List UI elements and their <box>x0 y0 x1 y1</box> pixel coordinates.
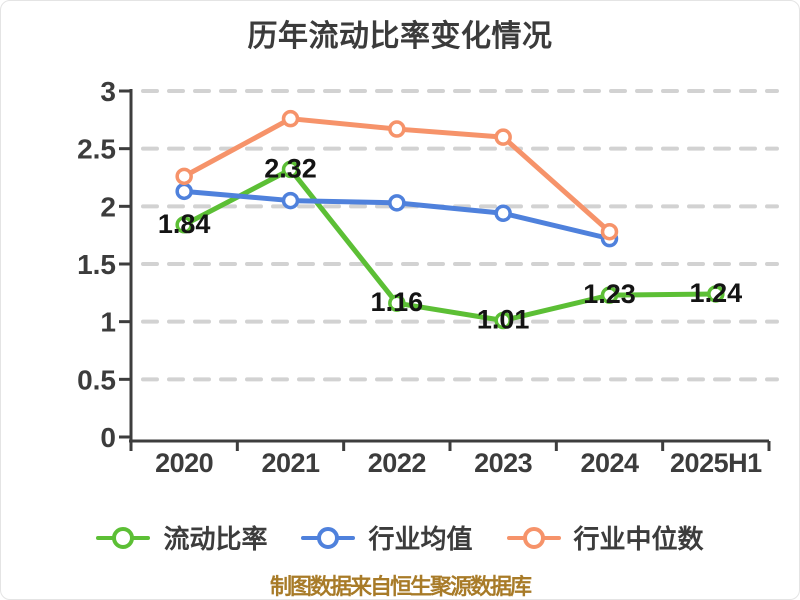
x-axis-category-label: 2024 <box>580 448 639 478</box>
y-axis-tick-label: 1 <box>100 307 116 338</box>
legend-label-industry-median: 行业中位数 <box>573 524 704 554</box>
x-axis-category-label: 2022 <box>368 448 426 478</box>
series-line-0 <box>181 166 719 324</box>
data-label: 2.32 <box>264 153 317 183</box>
series-point-0 <box>600 286 619 304</box>
series-point-0 <box>281 160 300 179</box>
y-axis-tick-label: 2.5 <box>77 134 116 165</box>
data-label: 1.23 <box>583 279 636 309</box>
x-axis-category-label: 2025H1 <box>670 448 762 478</box>
y-axis-tick-label: 0.5 <box>77 364 116 395</box>
data-source-note: 制图数据来自恒生聚源数据库 <box>269 574 532 599</box>
legend-label-industry-average: 行业均值 <box>368 524 473 554</box>
series-point-0 <box>388 294 406 312</box>
data-label: 1.24 <box>690 278 743 308</box>
legend-item-current-ratio[interactable]: 流动比率 <box>96 519 267 556</box>
series-point-2 <box>494 128 512 146</box>
series-point-0 <box>707 285 725 303</box>
legend-label-current-ratio: 流动比率 <box>163 524 268 554</box>
legend: 流动比率 行业均值 行业中位数 <box>1 519 799 556</box>
y-axis-tick-label: 0 <box>100 422 116 453</box>
data-label: 1.84 <box>158 209 211 239</box>
series-point-2 <box>388 120 406 138</box>
data-label: 1.16 <box>371 287 424 317</box>
series-point-1 <box>388 194 406 212</box>
series-point-2 <box>175 167 193 186</box>
x-axis-category-label: 2021 <box>261 448 320 478</box>
chart-title: 历年流动比率变化情况 <box>247 20 553 53</box>
series-point-1 <box>494 204 512 223</box>
series-point-1 <box>281 191 300 210</box>
series-point-0 <box>175 216 193 234</box>
y-axis-tick-label: 3 <box>100 76 116 107</box>
x-axis-category-label: 2023 <box>474 448 533 478</box>
series-point-1 <box>175 182 193 201</box>
series-point-2 <box>600 222 619 241</box>
x-axis-category-label: 2020 <box>155 448 213 478</box>
series-point-2 <box>281 109 300 128</box>
legend-marker-orange-icon <box>506 526 561 550</box>
legend-marker-blue-icon <box>301 526 356 550</box>
legend-item-industry-median[interactable]: 行业中位数 <box>506 519 704 556</box>
series-point-0 <box>494 311 512 330</box>
legend-item-industry-average[interactable]: 行业均值 <box>301 519 473 556</box>
y-axis-tick-label: 1.5 <box>77 249 116 280</box>
data-label: 1.01 <box>477 305 530 335</box>
y-axis-tick-label: 2 <box>100 191 116 222</box>
legend-marker-green-icon <box>96 526 151 550</box>
